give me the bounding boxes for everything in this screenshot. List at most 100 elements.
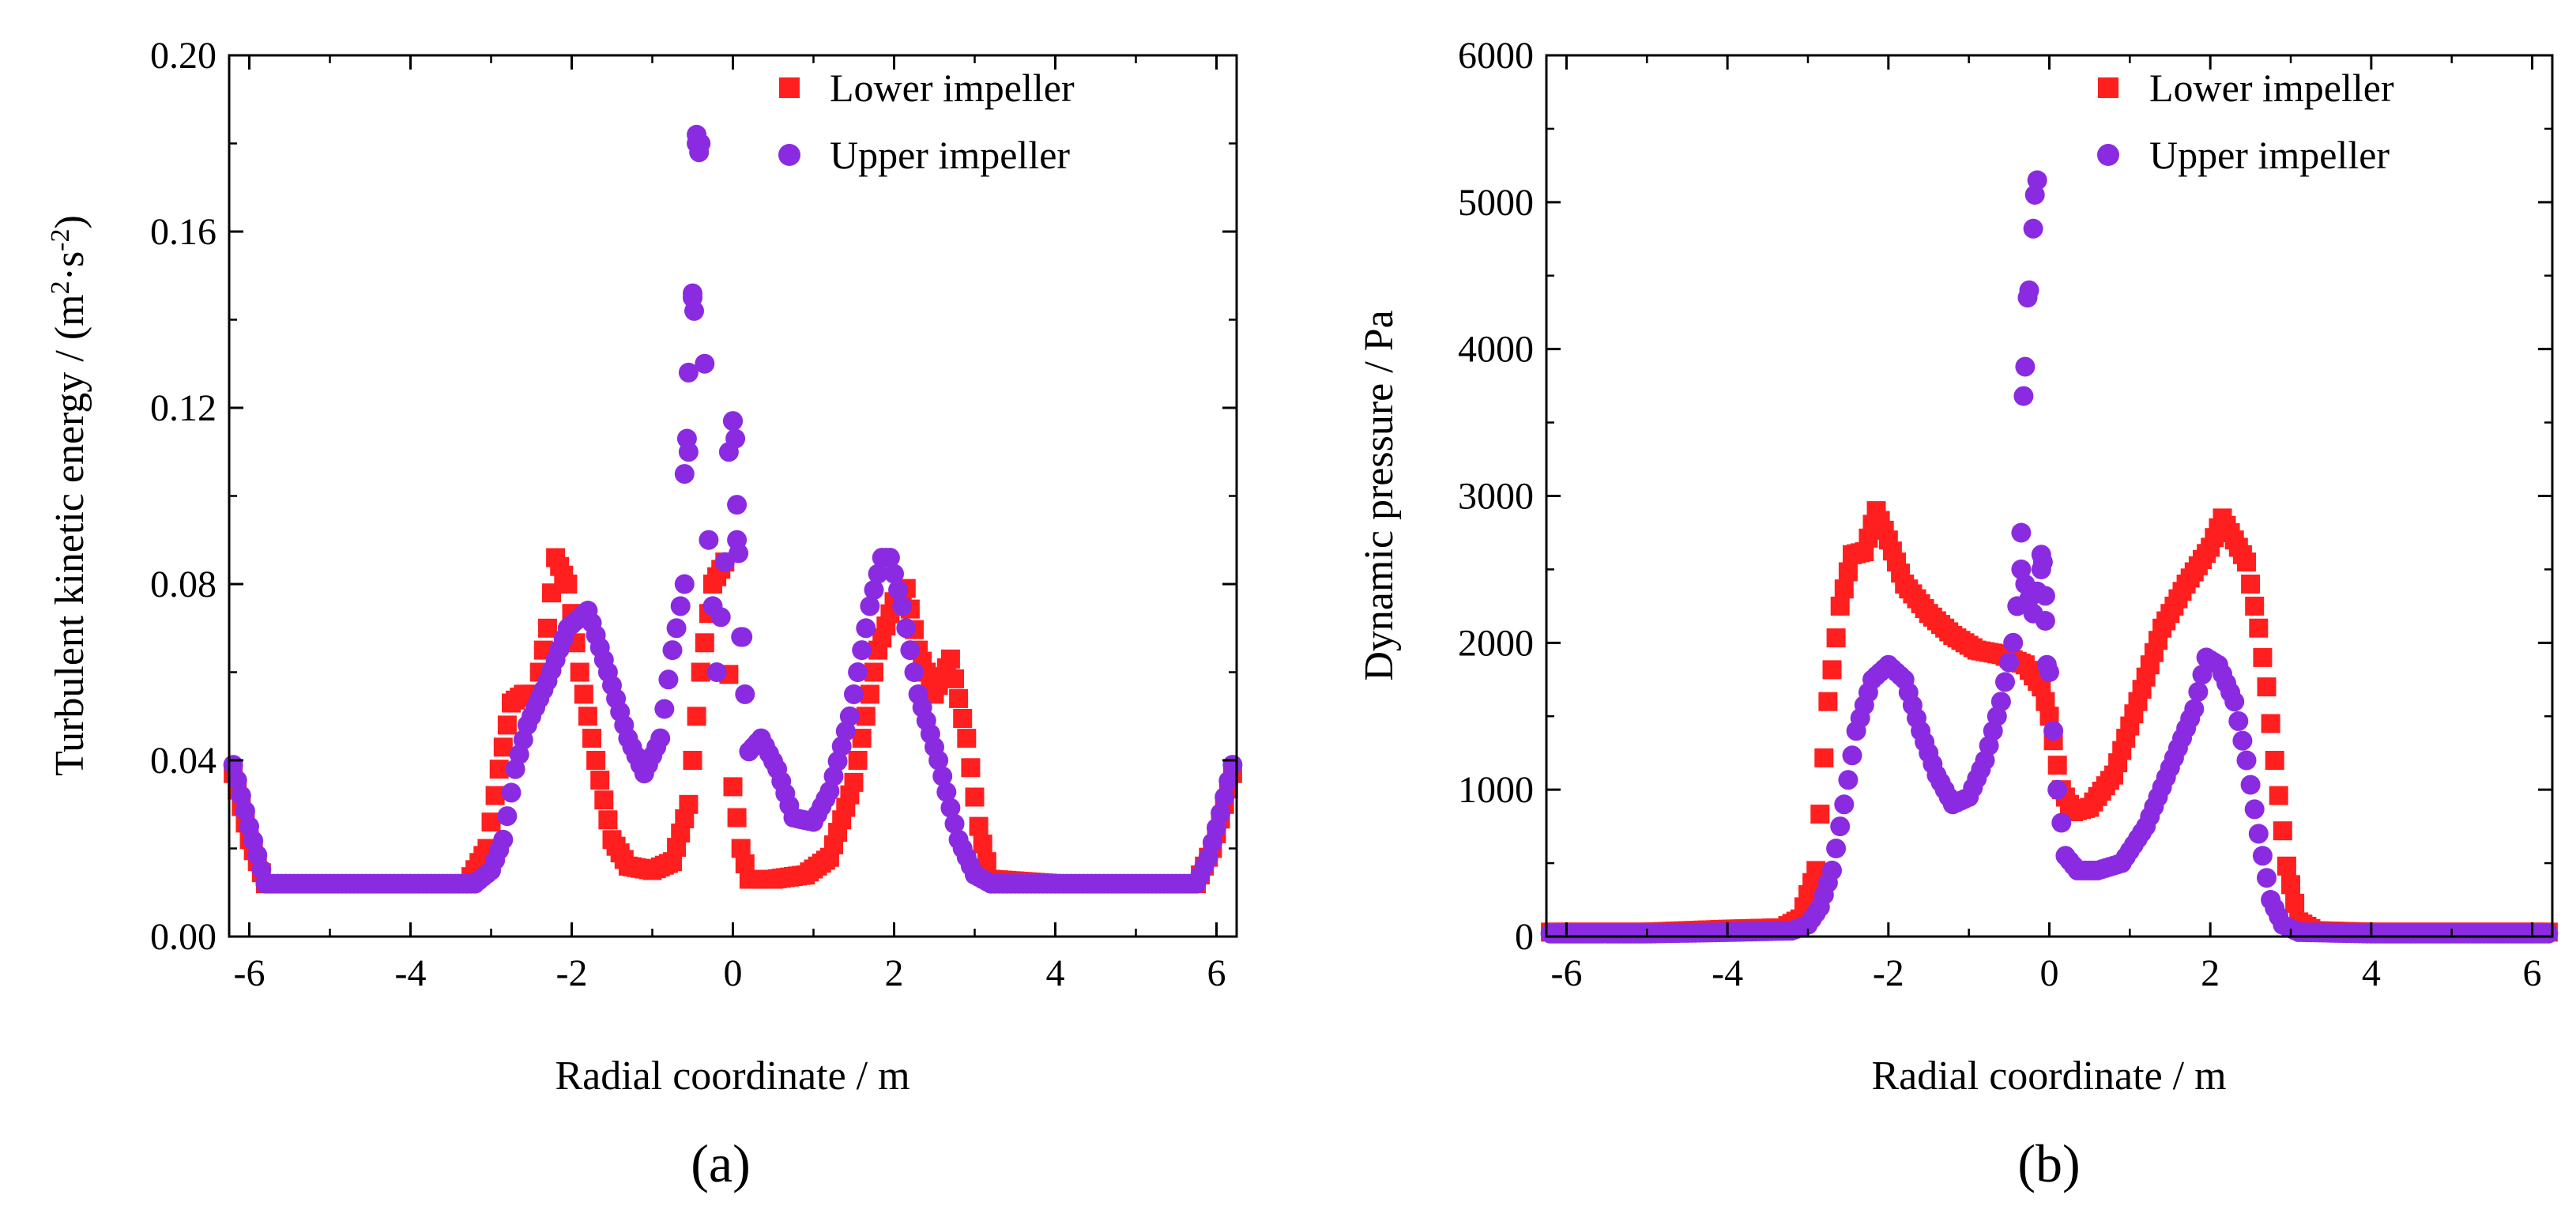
data-point (835, 721, 856, 741)
y-tick-label: 1000 (1458, 769, 1534, 811)
data-point (670, 596, 691, 616)
data-point (727, 495, 748, 515)
data-point (1822, 860, 1842, 880)
data-point (2281, 875, 2300, 895)
x-tick-label: -4 (395, 952, 427, 994)
data-point (1999, 652, 2020, 673)
panel-b-y-axis-title: Dynamic pressure / Pa (1357, 310, 1402, 680)
data-point (2252, 846, 2273, 866)
y-tick-label: 0 (1515, 916, 1534, 958)
data-point (2241, 575, 2261, 594)
data-point (578, 707, 597, 726)
panel-b-legend-lower-marker (2098, 77, 2118, 98)
data-point (594, 790, 614, 810)
data-point (1838, 562, 1858, 582)
data-point (844, 772, 864, 792)
data-point (2277, 856, 2296, 876)
x-tick-label: 4 (2362, 952, 2381, 994)
data-point (674, 464, 695, 484)
panel-b-caption: (b) (2017, 1133, 2080, 1193)
data-point (582, 729, 601, 748)
data-point (2224, 692, 2245, 712)
x-tick-label: 2 (885, 952, 904, 994)
data-point (1838, 770, 1859, 790)
x-tick-label: -6 (1550, 952, 1582, 994)
x-tick-label: -4 (1712, 952, 1743, 994)
data-point (2236, 750, 2257, 771)
panel-b-legend-lower-label: Lower impeller (2149, 66, 2394, 110)
data-point (674, 574, 695, 594)
data-point (727, 808, 747, 828)
panel-b-legend: Lower impeller Upper impeller (2097, 66, 2394, 177)
data-point (1834, 794, 1855, 815)
data-point (729, 543, 749, 564)
y-tick-label: 2000 (1458, 622, 1534, 664)
data-point (900, 640, 921, 661)
data-point (1211, 803, 1231, 824)
data-point (683, 283, 702, 303)
panel-a: -6 -4 -2 0 2 4 6 0.00 0.04 0.08 0.12 0.16 0.20 Lower… (46, 35, 1243, 1193)
data-point (2047, 779, 2068, 800)
data-point (570, 662, 589, 682)
data-point (662, 640, 683, 661)
data-point (689, 142, 710, 163)
y-tick-label: 3000 (1458, 476, 1534, 518)
panel-b: -6 -4 -2 0 2 4 6 0 1000 2000 3000 4000 5000 6000 Lowe… (1357, 35, 2559, 1193)
data-point (2245, 596, 2265, 616)
y-tick-label: 0.00 (150, 916, 217, 958)
data-point (2023, 218, 2043, 239)
data-point (1810, 805, 1830, 824)
data-point (2228, 711, 2249, 731)
panel-a-caption: (a) (691, 1133, 750, 1193)
data-point (2240, 775, 2261, 795)
data-point (2035, 586, 2055, 606)
x-tick-label: 6 (2523, 952, 2542, 994)
data-point (2024, 185, 2045, 205)
data-point (1990, 692, 2011, 712)
data-point (839, 706, 860, 726)
data-point (957, 729, 977, 748)
data-point (537, 618, 557, 638)
data-point (953, 709, 973, 728)
data-point (973, 834, 992, 854)
data-point (2249, 618, 2269, 638)
data-point (965, 787, 985, 807)
data-point (848, 751, 868, 770)
data-point (2035, 611, 2055, 631)
data-point (235, 801, 255, 821)
data-point (733, 627, 753, 647)
data-point (735, 684, 755, 704)
data-point (884, 564, 904, 584)
data-point (683, 751, 702, 770)
data-point (586, 751, 606, 770)
panel-b-legend-upper-label: Upper impeller (2149, 133, 2390, 177)
data-point (706, 662, 727, 682)
data-point (2237, 552, 2256, 572)
data-point (679, 794, 699, 814)
data-point (687, 707, 706, 726)
data-point (678, 362, 699, 383)
data-point (723, 777, 743, 797)
data-point (2538, 923, 2559, 944)
panel-a-x-axis-title: Radial coordinate / m (555, 1054, 910, 1099)
panel-a-legend-lower-label: Lower impeller (830, 66, 1075, 110)
data-point (2248, 824, 2269, 844)
x-tick-label: -2 (556, 952, 588, 994)
data-point (819, 781, 840, 801)
data-point (831, 736, 852, 756)
panel-a-ticks: -6 -4 -2 0 2 4 6 0.00 0.04 0.08 0.12 0.16 0.20 (150, 35, 1237, 994)
data-point (848, 662, 868, 682)
data-point (725, 428, 746, 449)
data-point (945, 669, 964, 688)
data-point (227, 770, 247, 790)
panel-b-x-axis-title: Radial coordinate / m (1871, 1054, 2226, 1099)
data-point (650, 728, 671, 748)
data-point (1830, 596, 1850, 616)
data-point (940, 797, 961, 818)
data-point (2269, 786, 2288, 805)
y-tick-label: 0.08 (150, 564, 217, 605)
panel-a-legend: Lower impeller Upper impeller (778, 66, 1075, 177)
data-point (2244, 799, 2265, 820)
data-point (940, 649, 960, 669)
